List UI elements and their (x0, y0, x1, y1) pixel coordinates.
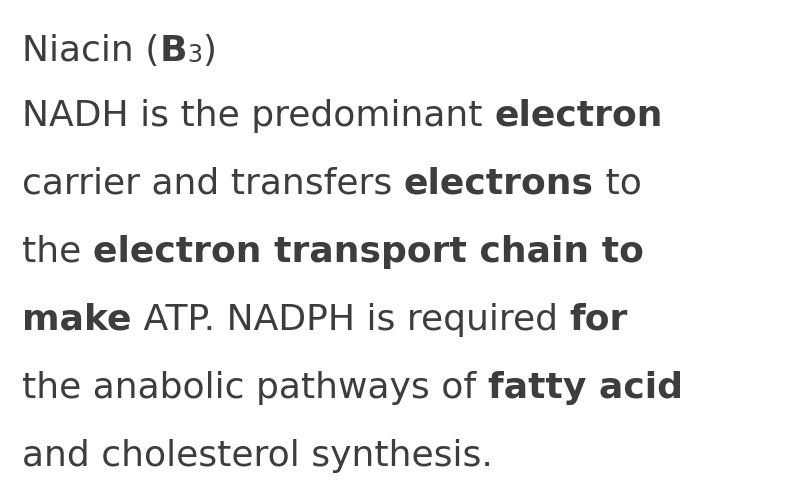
Text: for: for (569, 303, 627, 336)
Text: B: B (159, 34, 187, 68)
Text: NADH is the predominant: NADH is the predominant (22, 99, 494, 133)
Text: ATP. NADPH is required: ATP. NADPH is required (131, 303, 569, 336)
Text: the: the (22, 235, 93, 268)
Text: Niacin (: Niacin ( (22, 34, 159, 68)
Text: to: to (594, 167, 642, 201)
Text: the anabolic pathways of: the anabolic pathways of (22, 370, 488, 404)
Text: make: make (22, 303, 131, 336)
Text: ): ) (202, 34, 216, 68)
Text: electrons: electrons (404, 167, 594, 201)
Text: electron transport chain to: electron transport chain to (93, 235, 644, 268)
Text: fatty acid: fatty acid (488, 370, 682, 404)
Text: 3: 3 (187, 43, 202, 67)
Text: and cholesterol synthesis.: and cholesterol synthesis. (22, 438, 493, 472)
Text: carrier and transfers: carrier and transfers (22, 167, 404, 201)
Text: electron: electron (494, 99, 662, 133)
